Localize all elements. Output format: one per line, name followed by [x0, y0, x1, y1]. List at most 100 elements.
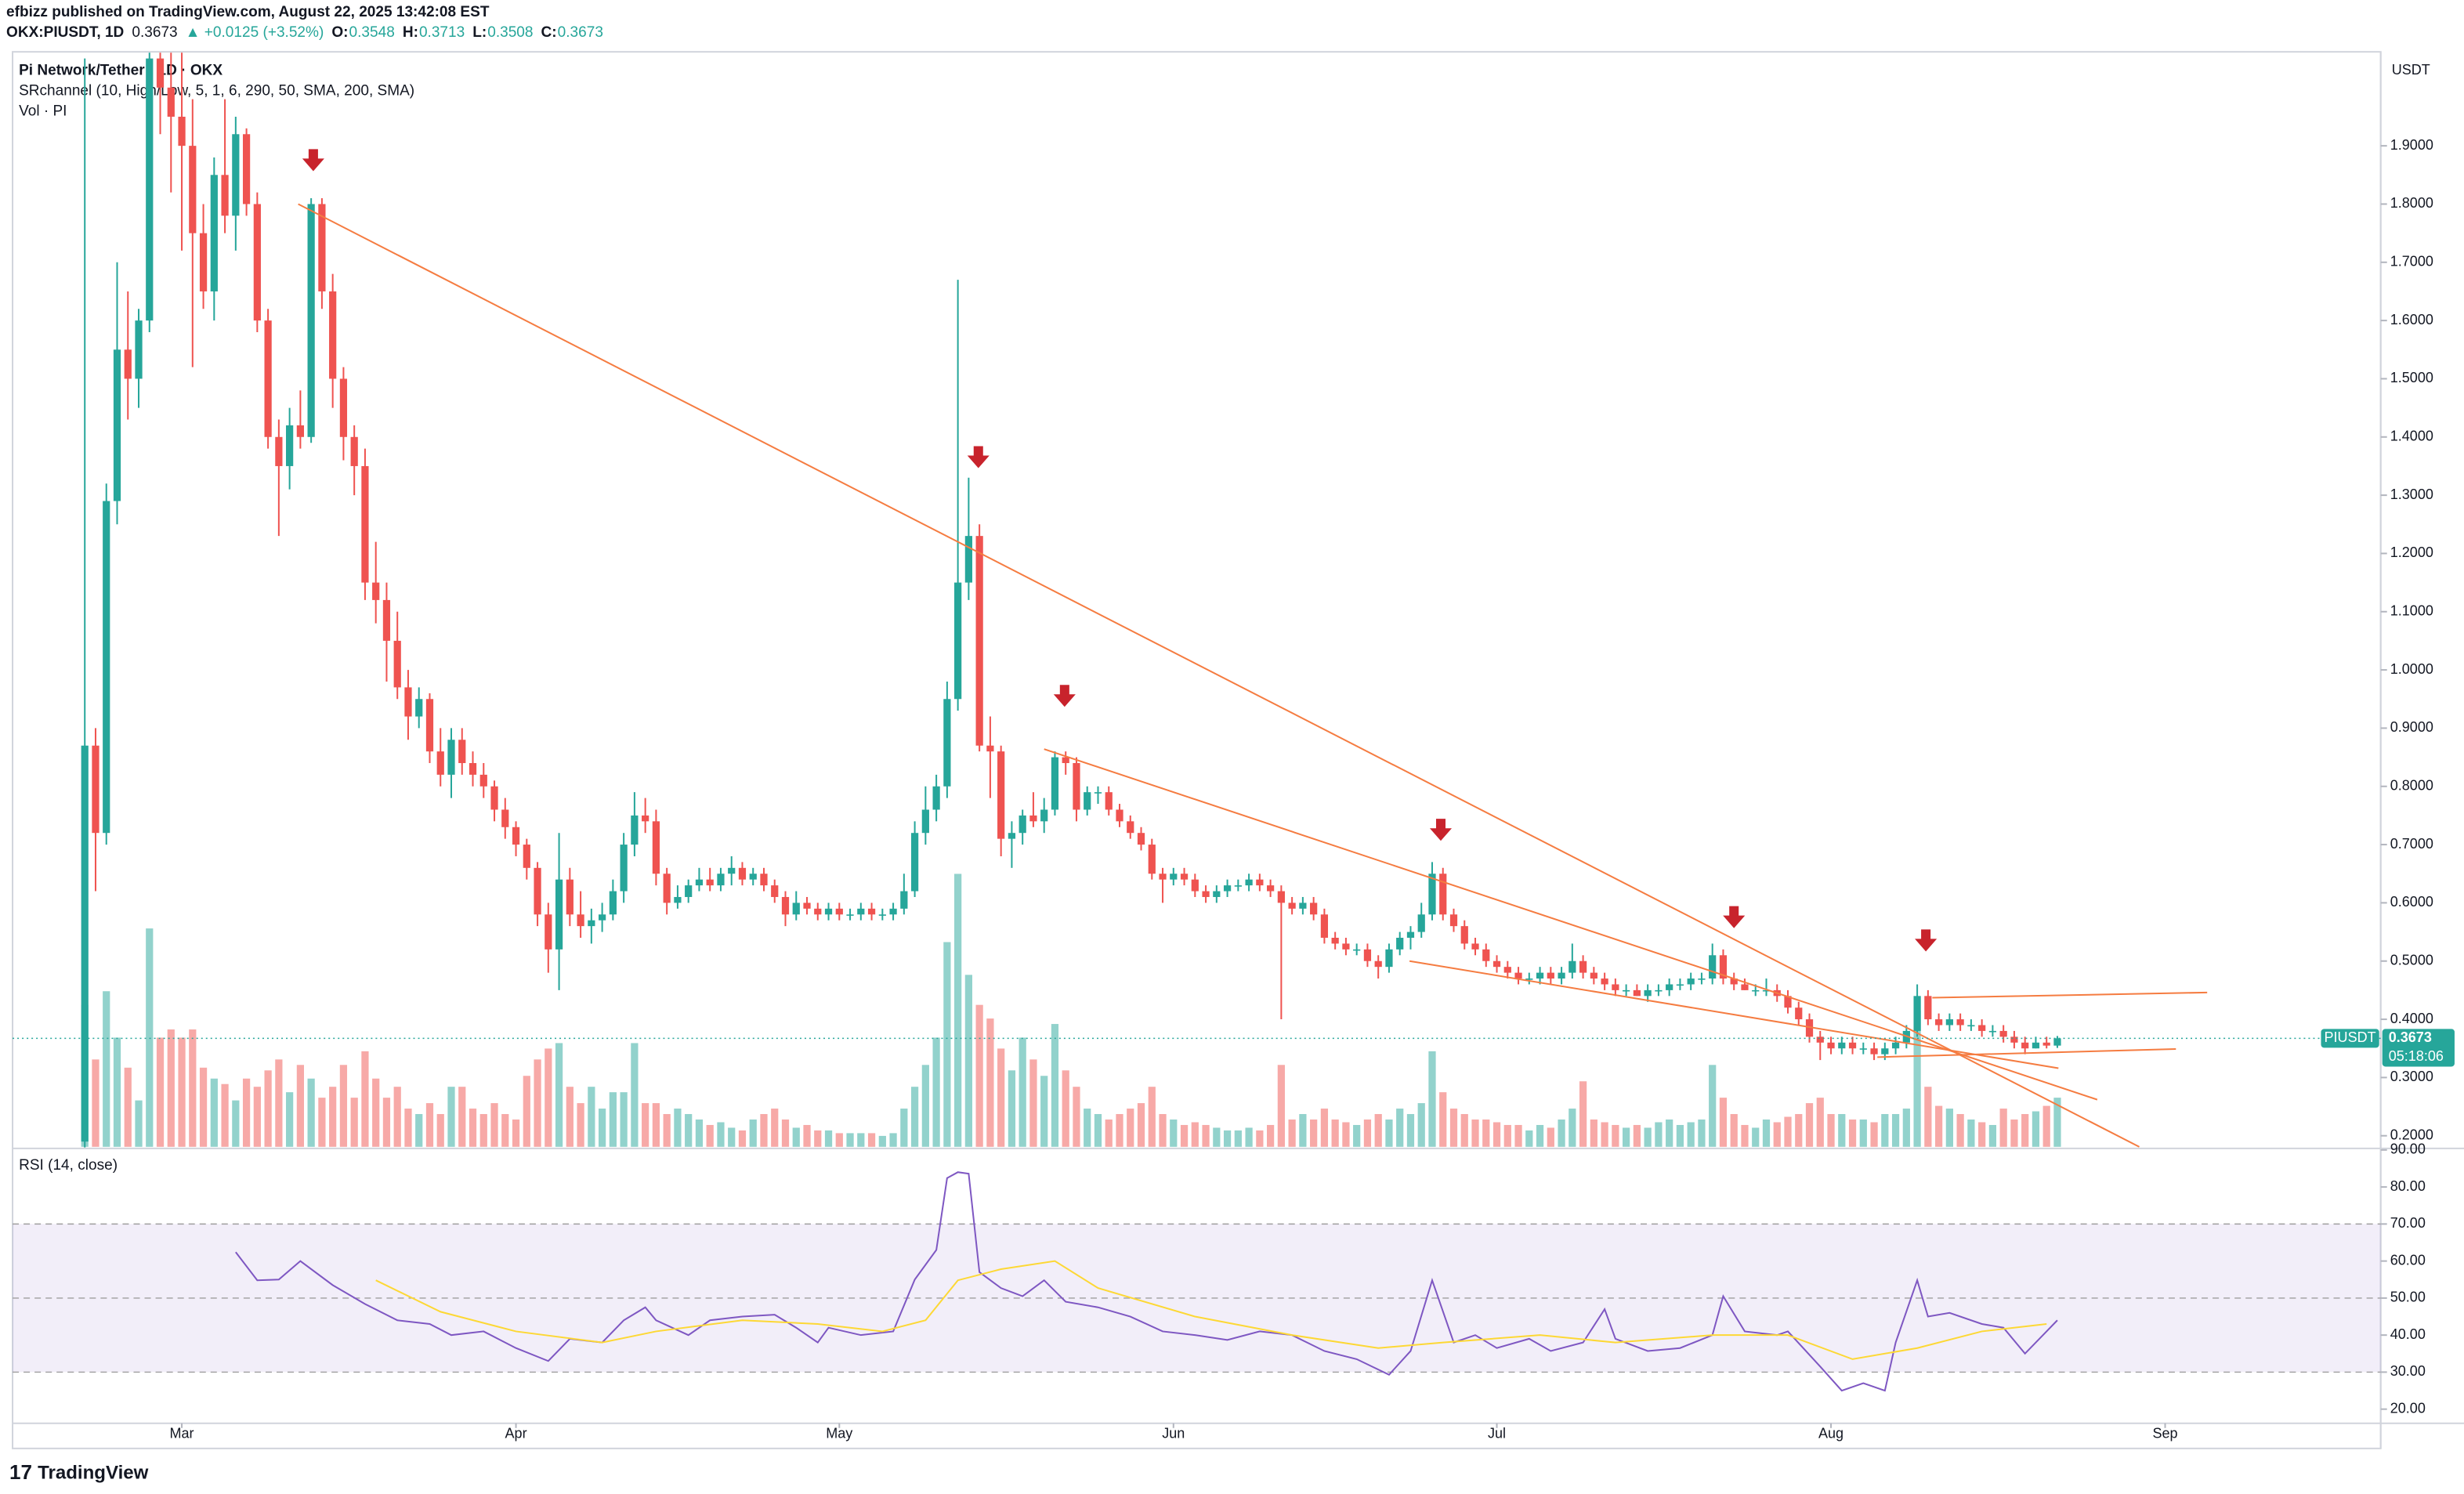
candle-body [1752, 989, 1760, 992]
volume-bar [415, 1114, 423, 1147]
volume-bar [436, 1114, 444, 1147]
volume-bar [631, 1043, 639, 1147]
volume-bar [1385, 1119, 1393, 1147]
y-tick-label: 1.7000 [2390, 254, 2433, 269]
candle-body [738, 867, 747, 880]
volume-bar [1223, 1130, 1232, 1147]
publisher: efbizz published on TradingView.com, Aug… [6, 4, 490, 20]
candle-body [1406, 931, 1415, 938]
rsi-ma-line [375, 1260, 2047, 1360]
volume-bar [867, 1133, 876, 1147]
candle-body [1612, 984, 1619, 990]
volume-bar [1827, 1114, 1835, 1147]
candle-body [1870, 1048, 1878, 1054]
candle-body [1256, 879, 1264, 886]
volume-bar [932, 1037, 940, 1147]
volume-bar [954, 874, 962, 1147]
candle-body [469, 763, 477, 775]
volume-bar [1795, 1114, 1803, 1147]
candle-body [997, 751, 1005, 839]
volume-bar [1396, 1109, 1404, 1147]
volume-bar [1881, 1114, 1889, 1147]
rsi-y-tick-label: 30.00 [2390, 1363, 2426, 1379]
candle-body [113, 349, 121, 501]
volume-bar [1666, 1119, 1673, 1147]
volume-bar [232, 1100, 240, 1147]
volume-bar [1051, 1024, 1059, 1147]
candle-body [1999, 1030, 2007, 1037]
y-tick-label: 1.0000 [2390, 661, 2433, 677]
down-arrow [302, 149, 324, 172]
candle-body [1945, 1019, 1953, 1026]
candle-body [1460, 926, 1468, 944]
volume-bar [620, 1092, 628, 1147]
candle-body [1029, 815, 1037, 822]
candle-body [1374, 960, 1382, 968]
header-text: OKX:PIUSDT, 1D [6, 24, 124, 41]
candle-body [986, 745, 994, 752]
rsi-y-tick-label: 60.00 [2390, 1252, 2426, 1268]
volume-bar [1460, 1114, 1468, 1147]
candle-body [103, 501, 110, 834]
volume-bar [921, 1065, 929, 1147]
volume-bar [1579, 1081, 1587, 1147]
candle-body [1666, 984, 1673, 990]
candle-body [1396, 937, 1404, 950]
candle-body [1127, 821, 1134, 834]
volume-bar [382, 1098, 391, 1147]
volume-bar [1805, 1103, 1814, 1147]
volume-bar [458, 1087, 466, 1147]
y-tick-label: 1.3000 [2390, 487, 2433, 502]
x-tick-label: Mar [170, 1426, 194, 1442]
candle-body [620, 845, 628, 892]
candle-body [1449, 914, 1458, 927]
x-tick-label: Apr [505, 1426, 527, 1442]
candle-body [1353, 949, 1361, 951]
down-arrow [1053, 685, 1076, 707]
volume-bar [393, 1087, 401, 1147]
y-tick-label: 1.8000 [2390, 195, 2433, 211]
rsi-y-tick-label: 50.00 [2390, 1290, 2426, 1305]
volume-bar [685, 1114, 693, 1147]
volume-bar [1902, 1109, 1910, 1147]
volume-bar [469, 1109, 477, 1147]
candle-body [1223, 885, 1232, 892]
candle-body [1331, 937, 1339, 944]
volume-bar [1601, 1122, 1608, 1147]
candle-body [1493, 960, 1501, 968]
header-text: 0.3673 [132, 24, 177, 41]
volume-bar [1838, 1114, 1846, 1147]
candle-body [1805, 1019, 1814, 1037]
volume-bar [1406, 1114, 1415, 1147]
volume-bar [1127, 1109, 1134, 1147]
y-tick-label: 1.5000 [2390, 370, 2433, 385]
volume-bar [964, 975, 973, 1147]
candle-body [1881, 1048, 1889, 1054]
volume-bar [1439, 1092, 1447, 1147]
volume-bar [846, 1133, 854, 1147]
volume-bar [1525, 1130, 1533, 1147]
candle-body [1137, 833, 1145, 845]
candle-body [609, 891, 617, 915]
volume-bar [1148, 1087, 1156, 1147]
volume-bar [1342, 1122, 1350, 1147]
candle-body [2021, 1042, 2029, 1049]
x-tick-label: Sep [2152, 1426, 2177, 1442]
volume-bar [588, 1087, 595, 1147]
candle-body [1417, 914, 1425, 932]
volume-bar [1310, 1119, 1318, 1147]
volume-bar [1073, 1087, 1080, 1147]
volume-bar [889, 1133, 897, 1147]
volume-bar [1094, 1114, 1102, 1147]
volume-bar [1191, 1122, 1199, 1147]
candle-body [210, 175, 218, 291]
candle-body [318, 204, 326, 291]
candle-body [264, 320, 272, 437]
volume-bar [296, 1065, 304, 1147]
volume-bar [1105, 1119, 1113, 1147]
volume-bar [350, 1098, 358, 1147]
price-tag-countdown: 05:18:06 [2389, 1048, 2444, 1064]
volume-bar [479, 1114, 487, 1147]
volume-bar [910, 1087, 919, 1147]
